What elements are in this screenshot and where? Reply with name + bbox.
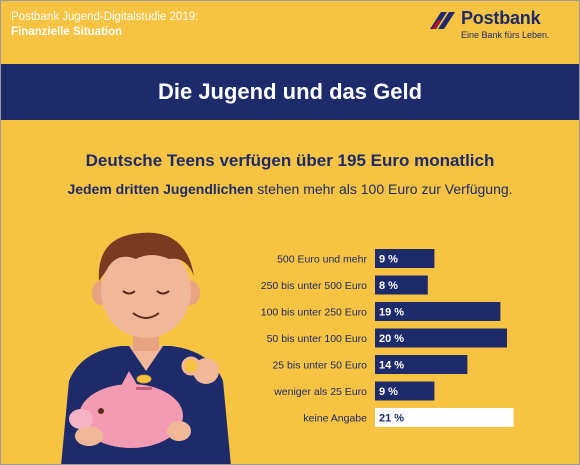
bar [375, 408, 514, 427]
subline-rest: stehen mehr als 100 Euro zur Verfügung. [253, 181, 513, 197]
study-header: Postbank Jugend-Digitalstudie 2019: Fina… [11, 10, 198, 40]
postbank-logo: Postbank Eine Bank fürs Leben. [427, 7, 567, 43]
category-label: 25 bis unter 50 Euro [272, 360, 367, 372]
bar [375, 302, 501, 321]
logo-name: Postbank [461, 8, 541, 28]
bar [375, 249, 435, 268]
value-label: 9 % [379, 386, 398, 398]
category-label: 500 Euro und mehr [277, 254, 367, 266]
category-label: 100 bis unter 250 Euro [261, 307, 367, 319]
value-label: 21 % [379, 413, 404, 425]
title-banner: Die Jugend und das Geld [1, 64, 579, 120]
category-label: keine Angabe [303, 413, 367, 425]
bar [375, 355, 468, 374]
headline: Deutsche Teens verfügen über 195 Euro mo… [85, 151, 495, 170]
category-label: 50 bis unter 100 Euro [267, 333, 368, 345]
category-label: 250 bis unter 500 Euro [261, 280, 367, 292]
value-label: 19 % [379, 307, 404, 319]
value-label: 9 % [379, 254, 398, 266]
bar [375, 275, 428, 295]
value-label: 20 % [379, 333, 404, 345]
value-label: 14 % [379, 360, 404, 372]
bar [375, 381, 435, 401]
subline-emphasis: Jedem dritten Jugendlichen [67, 181, 254, 197]
subline: Jedem dritten Jugendlichen stehen mehr a… [1, 181, 579, 197]
boy-with-piggy-bank-icon [61, 232, 231, 464]
bar [375, 328, 507, 348]
postbank-wing-icon [430, 12, 455, 29]
study-topic: Finanzielle Situation [11, 26, 123, 38]
study-title: Postbank Jugend-Digitalstudie 2019: [11, 11, 199, 23]
banner-title: Die Jugend und das Geld [157, 79, 423, 104]
value-label: 8 % [379, 280, 398, 292]
category-label: weniger als 25 Euro [273, 386, 367, 398]
logo-tagline: Eine Bank fürs Leben. [461, 30, 550, 40]
